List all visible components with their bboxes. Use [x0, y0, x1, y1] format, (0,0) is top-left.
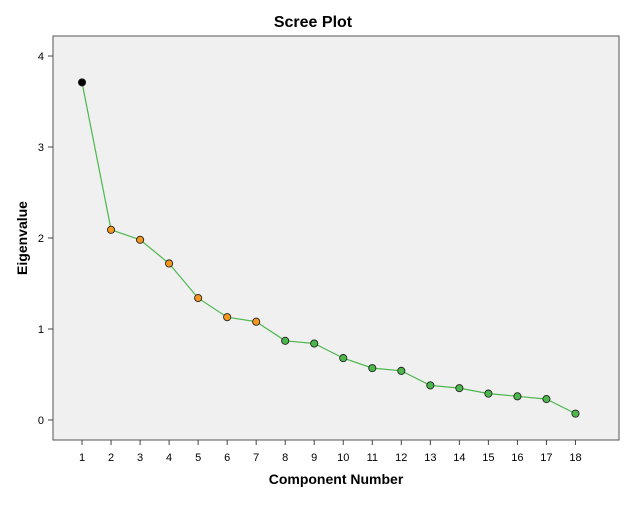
data-point — [252, 317, 261, 326]
x-tick-label: 11 — [367, 452, 378, 464]
x-tick-label: 13 — [424, 452, 436, 464]
y-tick-label: 3 — [38, 142, 44, 154]
x-tick-label: 14 — [453, 452, 465, 464]
x-tick-label: 15 — [482, 452, 494, 464]
data-point — [281, 336, 290, 345]
chart-title: Scree Plot — [274, 14, 353, 31]
x-tick-label: 5 — [195, 452, 201, 464]
x-tick-label: 17 — [540, 452, 552, 464]
data-point — [397, 366, 406, 375]
x-tick-label: 3 — [137, 452, 143, 464]
x-tick-label: 4 — [166, 452, 172, 464]
y-axis: 0 1 2 3 4 — [38, 51, 53, 427]
x-tick-label: 1 — [79, 452, 85, 464]
data-point — [455, 384, 464, 393]
data-point — [339, 354, 348, 363]
x-tick-label: 8 — [282, 452, 288, 464]
data-point — [542, 395, 551, 404]
y-axis-label: Eigenvalue — [14, 201, 30, 275]
x-tick-label: 2 — [108, 452, 114, 464]
x-tick-label: 6 — [224, 452, 230, 464]
x-tick-label: 9 — [311, 452, 317, 464]
y-tick-label: 1 — [38, 324, 44, 336]
x-tick-label: 10 — [337, 452, 349, 464]
data-points — [77, 78, 580, 418]
y-tick-label: 4 — [38, 51, 44, 63]
x-tick-label: 12 — [395, 452, 407, 464]
data-point — [426, 381, 435, 390]
x-tick-label: 18 — [569, 452, 581, 464]
x-tick-label: 7 — [253, 452, 259, 464]
plot-area — [52, 35, 620, 441]
data-point — [165, 259, 174, 268]
data-point — [368, 364, 377, 373]
x-axis-label: Component Number — [269, 471, 404, 487]
x-axis: 1 2 3 4 5 6 7 8 9 10 11 12 13 14 15 16 17 18 — [79, 440, 582, 464]
data-point — [571, 409, 580, 418]
y-tick-label: 0 — [38, 415, 44, 427]
data-point — [107, 225, 116, 234]
data-point — [513, 392, 522, 401]
y-tick-label: 2 — [38, 233, 44, 245]
data-point — [77, 78, 87, 87]
data-point — [194, 294, 203, 303]
data-point — [136, 235, 145, 244]
data-point — [484, 389, 493, 398]
data-point — [223, 313, 232, 322]
series-line — [81, 82, 576, 415]
data-point — [310, 339, 319, 348]
x-tick-label: 16 — [511, 452, 523, 464]
